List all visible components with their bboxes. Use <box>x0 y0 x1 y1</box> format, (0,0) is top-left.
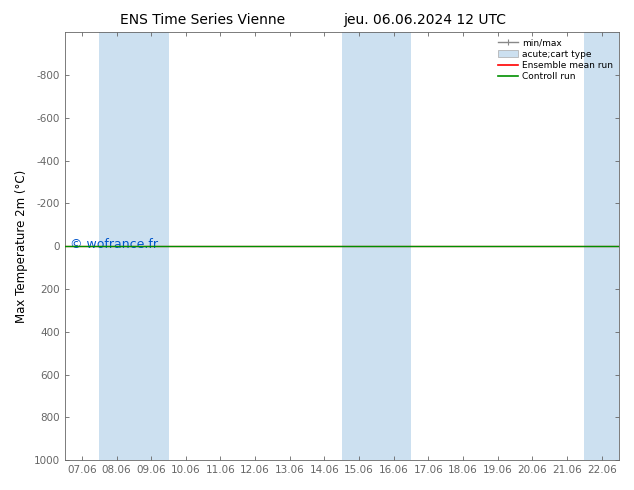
Bar <box>585 32 619 460</box>
Bar <box>342 32 411 460</box>
Legend: min/max, acute;cart type, Ensemble mean run, Controll run: min/max, acute;cart type, Ensemble mean … <box>496 37 614 83</box>
Text: © wofrance.fr: © wofrance.fr <box>70 238 158 250</box>
Y-axis label: Max Temperature 2m (°C): Max Temperature 2m (°C) <box>15 170 28 323</box>
Bar <box>99 32 169 460</box>
Text: jeu. 06.06.2024 12 UTC: jeu. 06.06.2024 12 UTC <box>343 13 507 27</box>
Text: ENS Time Series Vienne: ENS Time Series Vienne <box>120 13 285 27</box>
